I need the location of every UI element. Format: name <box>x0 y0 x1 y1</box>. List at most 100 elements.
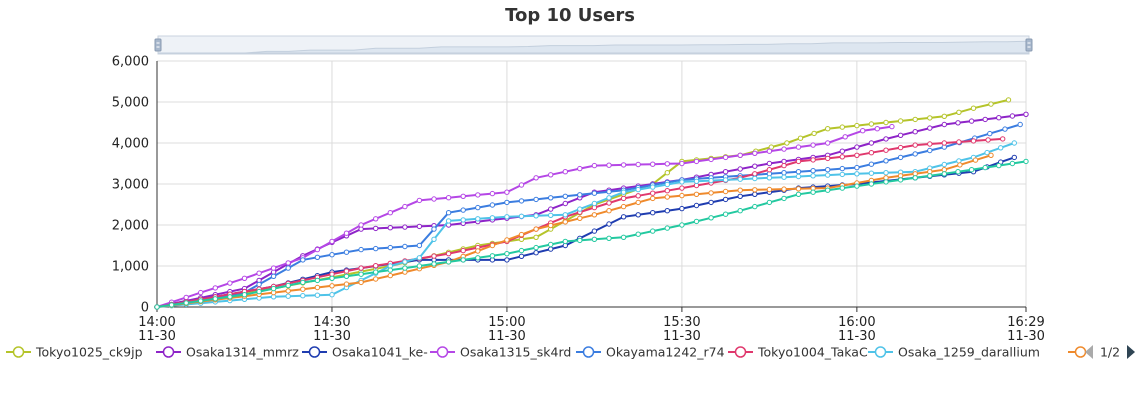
data-point[interactable] <box>620 189 627 195</box>
data-point[interactable] <box>300 293 306 299</box>
data-point[interactable] <box>825 187 831 193</box>
data-point[interactable] <box>737 208 743 214</box>
data-point[interactable] <box>650 228 656 234</box>
data-point[interactable] <box>825 140 831 146</box>
data-point[interactable] <box>825 155 831 162</box>
data-point[interactable] <box>475 216 481 222</box>
data-point[interactable] <box>679 222 685 228</box>
data-point[interactable] <box>722 188 729 195</box>
data-point[interactable] <box>664 225 670 231</box>
data-point[interactable] <box>854 152 860 159</box>
data-point[interactable] <box>387 267 393 273</box>
data-point[interactable] <box>996 115 1002 121</box>
data-point[interactable] <box>854 183 860 189</box>
data-point[interactable] <box>431 261 437 267</box>
data-point[interactable] <box>518 182 525 188</box>
data-point[interactable] <box>883 119 889 126</box>
data-point[interactable] <box>693 202 700 209</box>
data-point[interactable] <box>620 234 627 241</box>
data-point[interactable] <box>752 175 758 182</box>
data-point[interactable] <box>329 275 335 281</box>
data-point[interactable] <box>300 286 306 292</box>
data-point[interactable] <box>577 165 583 172</box>
data-point[interactable] <box>183 294 189 301</box>
datazoom-handle-left[interactable] <box>154 38 162 52</box>
data-point[interactable] <box>577 237 583 244</box>
data-point[interactable] <box>883 147 889 153</box>
data-point[interactable] <box>825 172 831 178</box>
data-point[interactable] <box>722 169 729 175</box>
data-point[interactable] <box>358 271 364 277</box>
data-point[interactable] <box>650 210 656 216</box>
data-point[interactable] <box>679 160 685 167</box>
data-point[interactable] <box>1005 97 1012 103</box>
data-point[interactable] <box>475 255 481 261</box>
data-point[interactable] <box>548 195 554 201</box>
data-point[interactable] <box>941 171 947 177</box>
data-point[interactable] <box>883 170 889 176</box>
data-point[interactable] <box>314 284 321 291</box>
data-point[interactable] <box>489 242 496 249</box>
data-point[interactable] <box>416 255 423 261</box>
data-point[interactable] <box>212 285 219 291</box>
data-point[interactable] <box>402 243 408 250</box>
data-point[interactable] <box>955 169 961 175</box>
data-point[interactable] <box>329 283 335 289</box>
data-point[interactable] <box>635 231 641 237</box>
data-point[interactable] <box>314 292 321 298</box>
data-point[interactable] <box>227 280 233 286</box>
data-point[interactable] <box>970 138 977 144</box>
data-point[interactable] <box>987 130 993 137</box>
data-point[interactable] <box>1011 154 1017 161</box>
data-point[interactable] <box>256 288 262 295</box>
data-point[interactable] <box>198 298 204 304</box>
data-point[interactable] <box>737 193 743 200</box>
data-point[interactable] <box>548 241 554 248</box>
data-point[interactable] <box>460 247 466 254</box>
data-point[interactable] <box>591 162 598 169</box>
legend-item[interactable]: Osaka_1259_darallium <box>868 345 1040 360</box>
data-point[interactable] <box>577 206 583 212</box>
data-point[interactable] <box>650 161 656 167</box>
data-point[interactable] <box>387 272 393 279</box>
data-point[interactable] <box>489 215 496 221</box>
data-point[interactable] <box>489 202 496 208</box>
data-point[interactable] <box>504 214 510 220</box>
data-point[interactable] <box>781 186 787 192</box>
data-point[interactable] <box>533 250 539 256</box>
data-point[interactable] <box>548 212 554 219</box>
datazoom-slider[interactable] <box>154 35 1033 55</box>
data-point[interactable] <box>784 140 790 146</box>
data-point[interactable] <box>897 177 904 183</box>
data-point[interactable] <box>1023 158 1029 165</box>
data-point[interactable] <box>577 192 583 198</box>
data-point[interactable] <box>693 191 700 198</box>
data-point[interactable] <box>664 194 670 200</box>
data-point[interactable] <box>548 246 554 252</box>
data-point[interactable] <box>664 170 670 176</box>
data-point[interactable] <box>810 142 816 148</box>
data-point[interactable] <box>402 203 408 210</box>
data-point[interactable] <box>343 281 350 287</box>
data-point[interactable] <box>606 235 612 242</box>
data-point[interactable] <box>795 173 802 180</box>
data-point[interactable] <box>664 161 670 167</box>
data-point[interactable] <box>533 196 539 203</box>
data-point[interactable] <box>679 179 685 185</box>
data-point[interactable] <box>591 190 598 196</box>
data-point[interactable] <box>811 130 817 137</box>
data-point[interactable] <box>752 163 758 169</box>
data-point[interactable] <box>766 199 773 206</box>
data-point[interactable] <box>343 268 350 274</box>
data-point[interactable] <box>1002 126 1008 132</box>
data-point[interactable] <box>854 171 860 177</box>
data-point[interactable] <box>842 134 848 140</box>
data-point[interactable] <box>927 147 933 154</box>
data-point[interactable] <box>984 149 990 156</box>
data-point[interactable] <box>489 253 496 259</box>
data-point[interactable] <box>912 129 918 135</box>
data-point[interactable] <box>825 167 831 173</box>
data-point[interactable] <box>956 139 962 145</box>
data-point[interactable] <box>606 195 612 201</box>
data-point[interactable] <box>635 193 641 199</box>
